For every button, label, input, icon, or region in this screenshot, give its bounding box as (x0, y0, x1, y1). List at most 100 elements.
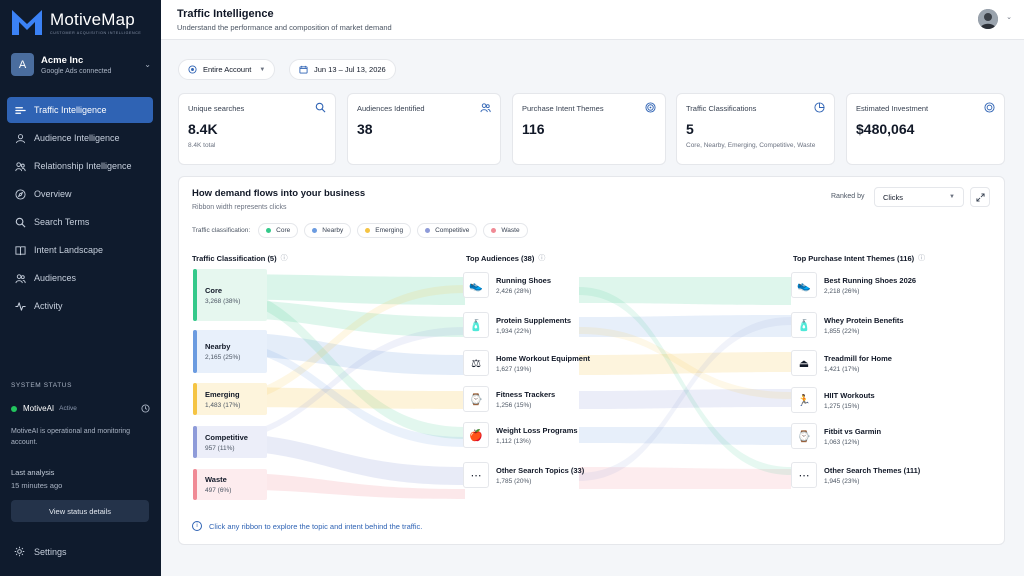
node-value: 497 (6%) (205, 487, 232, 494)
app-tagline: CUSTOMER ACQUISITION INTELLIGENCE (50, 30, 142, 35)
chevron-down-icon: ▼ (949, 194, 955, 200)
info-icon[interactable]: ⓘ (280, 255, 288, 262)
sidebar-item-intent-landscape[interactable]: Intent Landscape (7, 237, 153, 263)
item-value: 1,256 (15%) (496, 401, 532, 409)
classification-node-waste[interactable]: Waste 497 (6%) (193, 469, 267, 500)
kpi-card-traffic-classifications[interactable]: Traffic Classifications 5 Core, Nearby, … (676, 93, 835, 165)
node-name: Competitive (205, 432, 248, 442)
legend-name: Nearby (322, 227, 344, 234)
classification-node-nearby[interactable]: Nearby 2,165 (25%) (193, 330, 267, 373)
theme-item-treadmill-for-home[interactable]: ⏏ Treadmill for Home 1,421 (17%) (791, 350, 892, 376)
sidebar-item-settings[interactable]: Settings (14, 546, 67, 557)
sidebar-item-activity[interactable]: Activity (7, 293, 153, 319)
legend-chip-nearby[interactable]: Nearby (304, 223, 352, 238)
item-value: 1,421 (17%) (824, 365, 860, 373)
legend-chip-waste[interactable]: Waste (483, 223, 528, 238)
audience-item-weight-loss-programs[interactable]: 🍎 Weight Loss Programs 1,112 (13%) (463, 422, 578, 448)
legend-dot (491, 228, 497, 233)
audience-item-running-shoes[interactable]: 👟 Running Shoes 2,426 (28%) (463, 272, 551, 298)
ribbon[interactable] (579, 352, 791, 375)
classification-node-emerging[interactable]: Emerging 1,483 (17%) (193, 383, 267, 415)
account-filter-value: Entire Account (203, 65, 252, 74)
clock-icon[interactable] (141, 404, 150, 413)
item-name: Other Search Themes (111) (824, 465, 921, 475)
date-range-value: Jun 13 – Jul 13, 2026 (314, 65, 386, 74)
theme-item-fitbit-vs-garmin[interactable]: ⌚ Fitbit vs Garmin 1,063 (12%) (791, 423, 881, 449)
ribbon[interactable] (197, 337, 465, 447)
demand-flow-panel: How demand flows into your business Ribb… (178, 176, 1005, 545)
account-name: Acme Inc (41, 54, 84, 66)
theme-item-whey-protein-benefits[interactable]: 🧴 Whey Protein Benefits 1,855 (22%) (791, 312, 904, 338)
legend-chip-core[interactable]: Core (258, 223, 299, 238)
audience-item-home-workout-equipment[interactable]: ⚖ Home Workout Equipment 1,627 (19%) (463, 350, 590, 376)
info-icon[interactable]: ⓘ (538, 255, 546, 262)
legend-dot (365, 228, 371, 233)
pie-icon (814, 102, 825, 113)
ribbon[interactable] (579, 389, 791, 409)
audience-item-protein-supplements[interactable]: 🧴 Protein Supplements 1,934 (22%) (463, 312, 571, 338)
theme-item-hiit-workouts[interactable]: 🏃 HIIT Workouts 1,275 (15%) (791, 387, 875, 413)
legend-chip-emerging[interactable]: Emerging (357, 223, 412, 238)
supplement-icon: 🧴 (463, 312, 489, 338)
ranked-by-select[interactable]: Clicks ▼ (874, 187, 964, 207)
sidebar-item-audience-intelligence[interactable]: Audience Intelligence (7, 125, 153, 151)
sidebar-item-search-terms[interactable]: Search Terms (7, 209, 153, 235)
app-logo[interactable]: MotiveMap CUSTOMER ACQUISITION INTELLIGE… (10, 7, 141, 37)
audience-item-fitness-trackers[interactable]: ⌚ Fitness Trackers 1,256 (15%) (463, 386, 555, 412)
legend-dot (266, 228, 272, 233)
item-name: Treadmill for Home (824, 353, 892, 363)
sidebar-item-label: Overview (34, 189, 72, 199)
supplement-icon: 🧴 (791, 312, 817, 338)
sidebar-item-audiences[interactable]: Audiences (7, 265, 153, 291)
expand-button[interactable] (970, 187, 990, 207)
audiences-column-title: Top Audiences (38) ⓘ (466, 253, 545, 263)
sidebar-item-relationship-intelligence[interactable]: Relationship Intelligence (7, 153, 153, 179)
kpi-card-purchase-intent-themes[interactable]: Purchase Intent Themes 116 (512, 93, 666, 165)
flow-title: How demand flows into your business (192, 188, 366, 199)
view-status-details-button[interactable]: View status details (11, 500, 149, 522)
kpi-card-audiences-identified[interactable]: Audiences Identified 38 (347, 93, 501, 165)
node-value: 957 (11%) (205, 444, 235, 452)
last-analysis-value: 15 minutes ago (11, 481, 63, 490)
avatar[interactable] (978, 9, 998, 29)
status-dot (11, 405, 17, 412)
info-icon[interactable]: ⓘ (918, 255, 926, 262)
column-title: Top Purchase Intent Themes (116) (793, 253, 915, 263)
legend-chip-competitive[interactable]: Competitive (417, 223, 478, 238)
audience-item-other-search-topics[interactable]: ⋯ Other Search Topics (33) 1,785 (20%) (463, 462, 584, 488)
shoe-icon: 👟 (791, 272, 817, 298)
page-title: Traffic Intelligence (177, 8, 274, 20)
ribbon[interactable] (579, 277, 791, 305)
classification-node-competitive[interactable]: Competitive 957 (11%) (193, 426, 267, 458)
kpi-card-unique-searches[interactable]: Unique searches 8.4K 8.4K total (178, 93, 336, 165)
ranked-by-label: Ranked by (831, 193, 865, 200)
ribbon[interactable] (579, 315, 791, 337)
node-name: Core (205, 285, 223, 295)
classification-node-core[interactable]: Core 3,268 (38%) (193, 269, 267, 321)
ribbon[interactable] (197, 327, 465, 445)
users-icon (15, 273, 26, 284)
sidebar-item-traffic-intelligence[interactable]: Traffic Intelligence (7, 97, 153, 123)
kpi-value: 116 (522, 121, 545, 137)
ribbon[interactable] (197, 285, 465, 409)
account-switcher[interactable]: A Acme Inc Google Ads connected ⌄ (11, 53, 151, 76)
ribbon[interactable] (197, 282, 465, 439)
ribbon[interactable] (579, 467, 791, 489)
dumbbell-icon: ⚖ (463, 350, 489, 376)
flow-subtitle: Ribbon width represents clicks (192, 204, 287, 211)
sidebar-item-overview[interactable]: Overview (7, 181, 153, 207)
search-icon (15, 217, 26, 228)
date-range-filter[interactable]: Jun 13 – Jul 13, 2026 (289, 59, 396, 80)
theme-item-best-running-shoes[interactable]: 👟 Best Running Shoes 2026 2,218 (26%) (791, 272, 916, 298)
ribbon[interactable] (579, 427, 791, 445)
account-filter[interactable]: Entire Account ▼ (178, 59, 276, 80)
chevron-down-icon[interactable]: ⌄ (1006, 14, 1012, 21)
kpi-subtext: 8.4K total (188, 142, 216, 149)
ribbon-hint: i Click any ribbon to explore the topic … (192, 521, 422, 531)
ribbon[interactable] (579, 327, 791, 399)
audience-icon (15, 133, 26, 144)
item-value: 1,785 (20%) (496, 477, 532, 485)
theme-item-other-search-themes[interactable]: ⋯ Other Search Themes (111) 1,945 (23%) (791, 462, 920, 488)
kpi-card-estimated-investment[interactable]: Estimated Investment $480,064 (846, 93, 1005, 165)
treadmill-icon: ⏏ (791, 350, 817, 376)
